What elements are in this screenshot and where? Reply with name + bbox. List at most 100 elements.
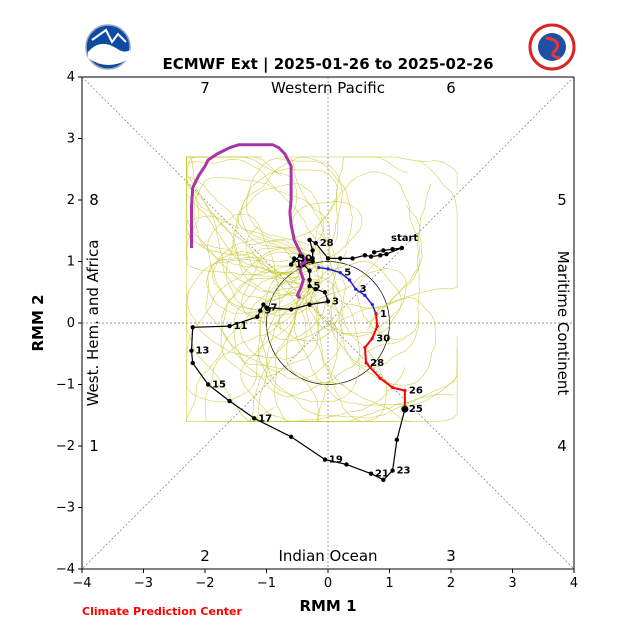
start-label: start — [391, 233, 418, 244]
forecast-week1-line — [318, 266, 377, 315]
ensemble-member-line — [186, 174, 332, 273]
region-bottom-label: Indian Ocean — [278, 547, 377, 565]
ensemble-member-line — [241, 233, 346, 342]
y-tick-label: 0 — [67, 316, 75, 331]
ensemble-members — [186, 156, 458, 422]
forecast-week2-point — [375, 324, 379, 328]
date-label: 30 — [376, 333, 390, 344]
y-axis-label: RMM 2 — [29, 294, 47, 351]
ensemble-member-line — [329, 297, 436, 386]
phase-8-label: 8 — [89, 191, 99, 209]
forecast-week2-point — [374, 312, 378, 316]
observed-point — [264, 305, 269, 310]
ensemble-member-line — [186, 293, 305, 422]
ensemble-member-line — [257, 259, 360, 402]
date-label: 21 — [375, 469, 389, 480]
observed-point — [190, 325, 195, 330]
ensemble-member-line — [328, 156, 458, 275]
observed-point — [291, 256, 297, 261]
date-label: 1 — [295, 260, 302, 271]
ensemble-member-line — [313, 171, 421, 323]
x-tick-label: 1 — [385, 576, 393, 591]
date-label: 5 — [314, 281, 321, 292]
observed-point — [350, 256, 355, 261]
phase-7-label: 7 — [200, 79, 210, 97]
observed-point — [288, 262, 294, 267]
date-label: 7 — [271, 303, 278, 314]
x-tick-label: −3 — [134, 576, 153, 591]
ensemble-member-line — [206, 213, 324, 332]
ensemble-member-line — [186, 156, 297, 296]
date-label: 23 — [397, 466, 411, 477]
observed-point — [307, 237, 312, 243]
observed-point — [310, 256, 315, 261]
observed-point — [307, 302, 312, 307]
observed-point — [189, 348, 194, 353]
y-tick-label: 4 — [67, 70, 75, 85]
observed-point — [307, 283, 312, 289]
forecast-week1-point — [317, 266, 321, 270]
ensemble-member-line — [332, 159, 458, 309]
date-label: 19 — [329, 455, 343, 466]
region-top-label: Western Pacific — [271, 79, 385, 97]
forecast-week2-point — [364, 361, 368, 365]
phase-5-label: 5 — [557, 191, 567, 209]
observed-point — [378, 253, 383, 258]
observed-point — [368, 254, 374, 259]
forecast-week2-point — [378, 376, 382, 380]
observed-point — [288, 307, 294, 312]
observed-point — [322, 290, 328, 295]
date-label: 17 — [258, 413, 272, 424]
phase-3-label: 3 — [446, 547, 456, 565]
region-left-label: West. Hem. and Africa — [84, 240, 102, 407]
observed-point — [261, 302, 266, 307]
observed-point — [381, 248, 386, 253]
y-tick-label: −4 — [56, 562, 75, 577]
x-tick-label: 0 — [324, 576, 332, 591]
observed-point — [344, 462, 349, 467]
observed-point — [322, 457, 328, 462]
observed-point — [368, 471, 374, 476]
ensemble-member-line — [206, 250, 383, 316]
observed-point — [362, 253, 368, 258]
observed-point — [381, 477, 386, 483]
observed-point — [227, 323, 232, 329]
date-label: 9 — [264, 306, 271, 317]
observed-point — [307, 268, 312, 273]
observed-point — [307, 277, 312, 283]
y-axis-ticks: −4 −3 −2 −1 0 1 2 3 4 — [56, 70, 82, 577]
x-tick-label: 3 — [508, 576, 516, 591]
observed-point — [325, 299, 331, 304]
forecast-week1-point — [363, 293, 367, 297]
observed-point — [255, 314, 260, 320]
noaa-logo — [85, 24, 131, 70]
x-tick-label: −1 — [257, 576, 276, 591]
observed-point — [227, 398, 232, 404]
region-right-label: Maritime Continent — [554, 251, 572, 396]
observed-point — [313, 286, 318, 292]
date-label: 28 — [370, 358, 384, 369]
nws-logo — [528, 23, 576, 71]
phase-1-label: 1 — [89, 437, 99, 455]
date-label: 15 — [212, 380, 226, 391]
chart-title: ECMWF Ext | 2025-01-26 to 2025-02-26 — [162, 55, 493, 74]
ensemble-member-line — [193, 177, 331, 274]
observed-point — [390, 468, 395, 473]
x-axis-label: RMM 1 — [299, 597, 356, 615]
forecast-week1-point — [347, 278, 352, 282]
date-label: 13 — [195, 346, 209, 357]
forecast-week1-point — [326, 267, 330, 271]
observed-point — [252, 416, 257, 421]
ensemble-member-line — [186, 263, 310, 403]
credit-label: Climate Prediction Center — [82, 605, 242, 618]
phase-6-label: 6 — [446, 79, 456, 97]
date-label: 28 — [320, 238, 334, 249]
date-label: 1 — [380, 309, 387, 320]
observed-point — [390, 247, 395, 252]
observed-point — [371, 250, 377, 255]
date-label: 5 — [344, 268, 351, 279]
ensemble-member-line — [236, 282, 337, 422]
y-tick-label: −3 — [56, 501, 75, 516]
